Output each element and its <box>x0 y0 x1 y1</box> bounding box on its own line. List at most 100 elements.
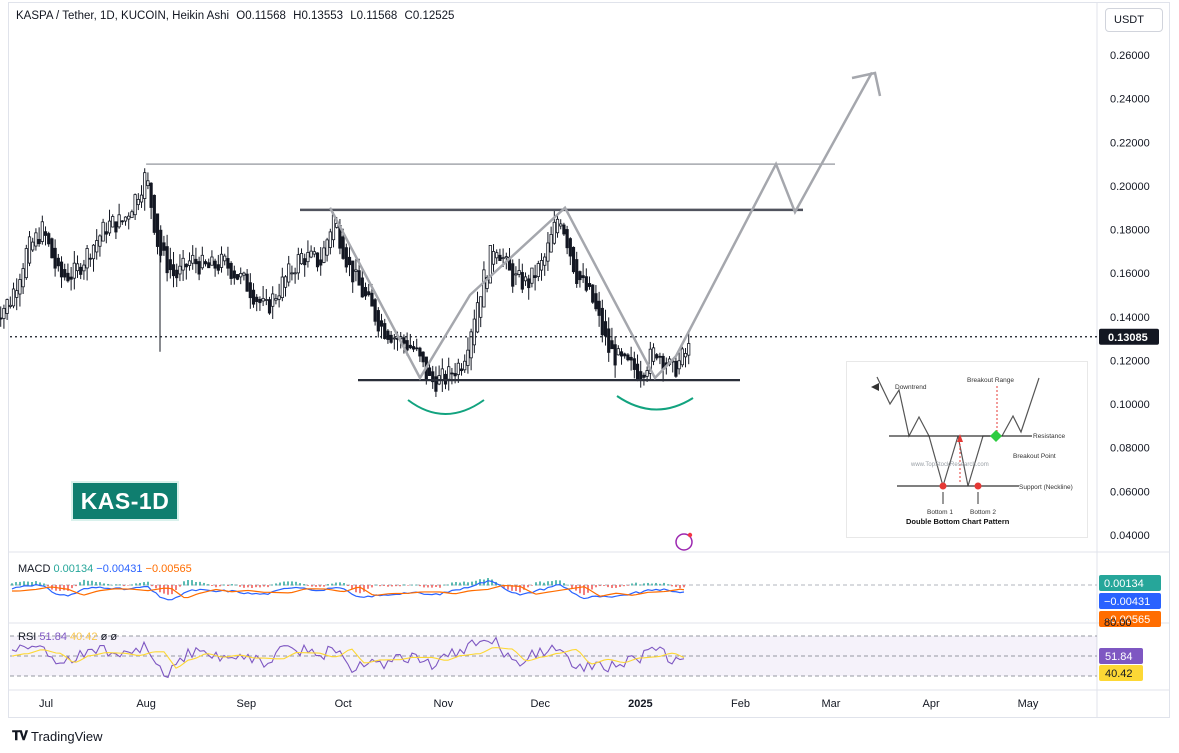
candle-up <box>143 172 147 199</box>
macd-hist-bar <box>683 585 685 588</box>
candle-up <box>469 331 473 359</box>
candle-down <box>315 252 320 268</box>
candle-down <box>165 246 169 274</box>
candle-up <box>200 254 204 269</box>
candle-up <box>271 293 275 307</box>
macd-hist-bar <box>67 585 69 591</box>
macd-value-tag-bg <box>1099 575 1161 591</box>
macd-hist-bar <box>79 582 81 586</box>
candle-up <box>239 273 243 278</box>
candle-up <box>178 265 182 275</box>
price-pane[interactable] <box>0 168 691 397</box>
candle-up <box>85 248 89 269</box>
ohlc-open: O0.11568 <box>236 10 286 22</box>
macd-hist-bar <box>595 585 597 588</box>
macd-hist-bar <box>507 585 509 590</box>
macd-hist-bar <box>671 585 673 587</box>
last-price-label: 0.13085 <box>1108 332 1148 344</box>
candle-down <box>267 299 272 314</box>
macd-hist-bar <box>255 585 257 588</box>
macd-hist-bar <box>19 581 21 586</box>
macd-pane[interactable] <box>10 578 1097 601</box>
symbol-title[interactable]: KASPA / Tether, 1D, KUCOIN, Heikin Ashi <box>16 10 230 22</box>
time-tick-label: Apr <box>923 698 940 710</box>
macd-hist-bar <box>659 583 661 586</box>
candle-up <box>210 256 214 266</box>
macd-value-signal: −0.00565 <box>145 563 192 575</box>
macd-hist-bar <box>183 581 185 586</box>
candle-down <box>421 351 425 363</box>
candle-down <box>226 258 230 269</box>
candle-down <box>415 347 419 350</box>
candle-down <box>655 354 659 359</box>
macd-hist-bar <box>15 582 17 586</box>
macd-hist-bar <box>243 585 245 588</box>
macd-hist-bar <box>435 585 437 587</box>
candle-up <box>555 218 560 234</box>
inset-price-path <box>876 376 1040 489</box>
price-tick-label: 0.10000 <box>1110 399 1150 411</box>
macd-hist-bar <box>287 581 289 586</box>
candle-up <box>277 295 281 300</box>
inset-support-label: Support (Neckline) <box>1019 484 1073 491</box>
macd-legend[interactable]: MACD 0.00134 −0.00431 −0.00565 <box>18 563 192 575</box>
candle-up <box>18 279 22 295</box>
candle-down <box>229 262 233 279</box>
macd-hist-bar <box>547 581 549 586</box>
tradingview-brand: TradingView <box>31 728 103 744</box>
macd-hist-bar <box>375 584 377 586</box>
candle-down <box>168 259 172 271</box>
macd-hist-bar <box>639 584 641 586</box>
candle-up <box>127 215 131 220</box>
inset-bottom1-dot <box>939 482 947 490</box>
candle-up <box>130 211 134 219</box>
candle-down <box>658 355 662 358</box>
candle-up <box>264 299 268 301</box>
candle-down <box>597 300 601 316</box>
macd-hist-bar <box>519 585 521 593</box>
candle-down <box>383 323 387 339</box>
macd-hist-bar <box>491 579 493 586</box>
macd-hist-bar <box>431 585 433 588</box>
macd-hist-bar <box>539 581 541 586</box>
macd-hist-bar <box>299 583 301 586</box>
tradingview-logo[interactable]: 𝐓𝐕 TradingView <box>12 728 103 744</box>
projection-path <box>674 71 874 357</box>
candle-up <box>11 288 16 307</box>
macd-hist-bar <box>395 585 397 587</box>
macd-hist-bar <box>207 584 209 586</box>
candle-down <box>587 283 592 287</box>
event-icon-dot <box>687 532 693 538</box>
price-tick-label: 0.04000 <box>1110 530 1150 542</box>
candle-up <box>111 216 115 228</box>
macd-hist-bar <box>559 580 561 586</box>
candle-down <box>213 260 217 269</box>
candle-up <box>75 263 80 272</box>
macd-hist-bar <box>667 584 669 586</box>
candle-down <box>251 289 256 305</box>
macd-hist-bar <box>83 579 85 586</box>
macd-hist-bar <box>63 585 65 591</box>
macd-hist-bar <box>311 585 313 587</box>
macd-hist-bar <box>579 585 581 594</box>
currency-unit-button[interactable]: USDT <box>1105 8 1163 32</box>
candle-up <box>24 248 28 279</box>
candle-up <box>648 348 652 374</box>
ohlc-low: L0.11568 <box>350 10 398 22</box>
candle-up <box>133 194 137 216</box>
candle-down <box>175 269 179 279</box>
candle-down <box>53 247 57 269</box>
macd-hist-bar <box>415 584 417 586</box>
macd-value-tag-bg <box>1099 611 1161 627</box>
rsi-pane[interactable] <box>10 635 1097 679</box>
symbol-header[interactable]: KASPA / Tether, 1D, KUCOIN, Heikin Ashi … <box>16 10 458 22</box>
candle-up <box>181 257 185 271</box>
price-tick-label: 0.14000 <box>1110 312 1150 324</box>
macd-hist-bar <box>115 584 117 586</box>
candle-up <box>472 318 476 346</box>
macd-hist-bar <box>503 585 505 588</box>
tradingview-icon: 𝐓𝐕 <box>12 728 28 743</box>
rsi-legend[interactable]: RSI 51.84 40.42 ø ø <box>18 631 117 643</box>
candle-down <box>619 351 624 357</box>
